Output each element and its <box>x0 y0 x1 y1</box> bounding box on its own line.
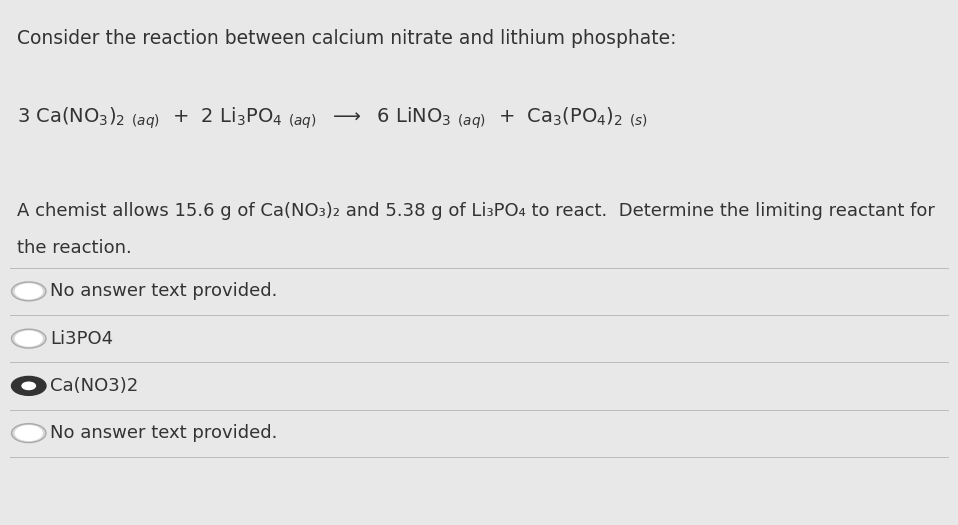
Circle shape <box>15 426 42 440</box>
Circle shape <box>11 424 46 443</box>
Text: No answer text provided.: No answer text provided. <box>50 282 277 300</box>
Circle shape <box>11 329 46 348</box>
Text: Ca(NO3)2: Ca(NO3)2 <box>50 377 138 395</box>
Circle shape <box>15 284 42 299</box>
Circle shape <box>22 382 35 390</box>
Text: A chemist allows 15.6 g of Ca(NO₃)₂ and 5.38 g of Li₃PO₄ to react.  Determine th: A chemist allows 15.6 g of Ca(NO₃)₂ and … <box>17 202 935 220</box>
Circle shape <box>15 331 42 346</box>
Text: Li3PO4: Li3PO4 <box>50 330 113 348</box>
Text: Consider the reaction between calcium nitrate and lithium phosphate:: Consider the reaction between calcium ni… <box>17 29 676 48</box>
Circle shape <box>11 282 46 301</box>
Circle shape <box>11 376 46 395</box>
Text: No answer text provided.: No answer text provided. <box>50 424 277 442</box>
Text: the reaction.: the reaction. <box>17 239 132 257</box>
Text: 3 Ca(NO$_3$)$_2$ $_{(aq)}$  +  2 Li$_3$PO$_4$ $_{(aq)}$  $\mathsf{\longrightarro: 3 Ca(NO$_3$)$_2$ $_{(aq)}$ + 2 Li$_3$PO$… <box>17 106 649 131</box>
